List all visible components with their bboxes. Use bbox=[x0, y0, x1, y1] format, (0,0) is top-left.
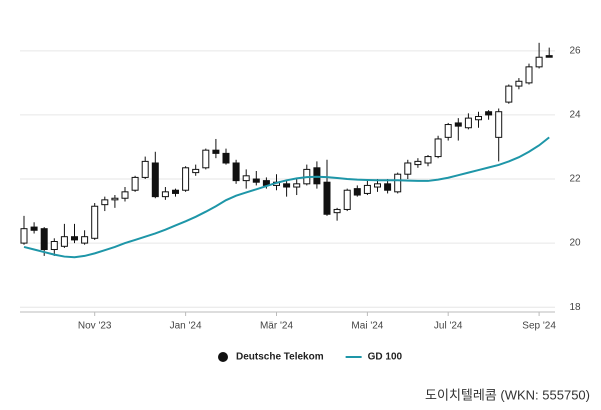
candle-body bbox=[212, 149, 220, 154]
y-tick-label: 24 bbox=[569, 110, 581, 121]
candle-body bbox=[475, 116, 482, 121]
candle-body bbox=[192, 168, 200, 174]
candle-body bbox=[141, 160, 149, 178]
y-tick-label: 18 bbox=[569, 302, 581, 313]
moving-average-line bbox=[23, 136, 550, 259]
candle-body bbox=[30, 226, 38, 231]
candle-body bbox=[394, 173, 402, 193]
x-tick-label: Nov '23 bbox=[78, 321, 112, 332]
candle-body bbox=[151, 162, 159, 198]
candle-body bbox=[161, 191, 169, 198]
candle-body bbox=[81, 236, 89, 244]
candle-body bbox=[111, 197, 119, 201]
candle-body bbox=[222, 152, 230, 164]
candle-body bbox=[525, 66, 533, 84]
candle-body bbox=[20, 228, 28, 244]
legend-label: Deutsche Telekom bbox=[236, 352, 324, 363]
candle-body bbox=[414, 160, 422, 166]
y-tick-label: 22 bbox=[569, 174, 581, 185]
candle-body bbox=[333, 208, 341, 214]
caption: 도이치텔레콤 (WKN: 555750) bbox=[425, 387, 590, 402]
candle-body bbox=[71, 236, 78, 241]
candle-body bbox=[505, 85, 513, 103]
candle-body bbox=[252, 178, 260, 183]
candle-body bbox=[202, 149, 210, 169]
x-tick-label: Mär '24 bbox=[260, 321, 293, 332]
candle-body bbox=[404, 162, 412, 175]
candle-body bbox=[50, 241, 58, 251]
candle-body bbox=[131, 176, 139, 191]
candle-body bbox=[444, 124, 452, 138]
candle-body bbox=[91, 205, 99, 239]
legend-marker bbox=[218, 352, 228, 362]
candle-body bbox=[343, 189, 351, 210]
candle-body bbox=[434, 138, 442, 158]
candle-body bbox=[182, 167, 190, 191]
candle-body bbox=[495, 111, 503, 138]
candle-body bbox=[283, 183, 291, 188]
x-tick-label: Sep '24 bbox=[522, 321, 556, 332]
candle-body bbox=[424, 156, 432, 164]
candle-body bbox=[464, 117, 472, 129]
candle-body bbox=[515, 80, 523, 87]
candle-body bbox=[535, 56, 543, 68]
candle-body bbox=[545, 55, 553, 58]
candle-body bbox=[323, 181, 331, 215]
candle-body bbox=[60, 236, 68, 247]
candle-body bbox=[363, 184, 371, 194]
candle-body bbox=[485, 111, 493, 116]
candle-body bbox=[384, 183, 392, 191]
y-tick-label: 26 bbox=[569, 45, 581, 56]
candle-body bbox=[293, 183, 301, 188]
candle-body bbox=[353, 188, 361, 196]
candle-body bbox=[172, 189, 179, 194]
candle-body bbox=[101, 199, 109, 206]
candle-body bbox=[454, 122, 462, 127]
candle-body bbox=[40, 228, 48, 251]
y-tick-label: 20 bbox=[569, 238, 581, 249]
x-tick-label: Jul '24 bbox=[434, 321, 463, 332]
legend-label: GD 100 bbox=[368, 352, 403, 363]
candle-body bbox=[374, 183, 381, 188]
candle-body bbox=[232, 162, 240, 182]
candle-body bbox=[121, 191, 129, 199]
x-tick-label: Jan '24 bbox=[170, 321, 202, 332]
candle-body bbox=[242, 175, 250, 182]
x-tick-label: Mai '24 bbox=[351, 321, 383, 332]
